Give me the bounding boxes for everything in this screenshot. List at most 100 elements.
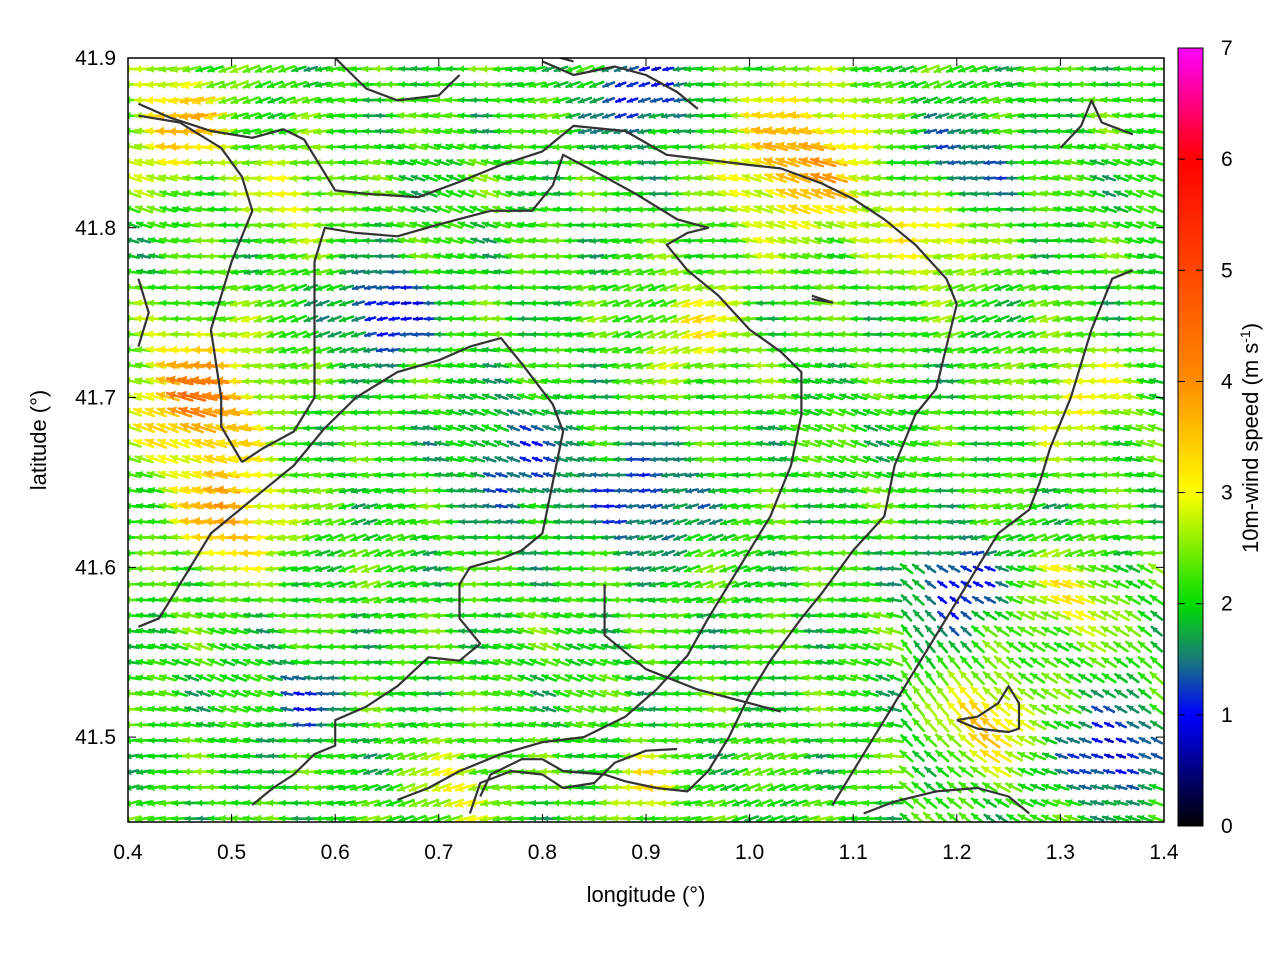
wind-vector (387, 347, 401, 354)
wind-vector (947, 144, 961, 151)
wind-vector (433, 721, 451, 729)
wind-vector (363, 768, 378, 776)
wind-vector (983, 175, 997, 182)
wind-vector (984, 565, 996, 572)
wind-vector (374, 783, 391, 791)
wind-vector (613, 534, 628, 541)
wind-vector (373, 737, 391, 745)
wind-vector (327, 331, 342, 338)
wind-vector (479, 815, 500, 822)
wind-vector (887, 581, 902, 588)
wind-vector (958, 128, 974, 135)
wind-vector (171, 705, 189, 713)
y-tick-label: 41.7 (75, 387, 116, 410)
wind-vector (624, 581, 641, 588)
wind-vector (349, 799, 368, 807)
wind-vector (957, 684, 975, 703)
wind-vector (718, 721, 738, 729)
wind-vector (614, 503, 628, 510)
wind-vector (128, 799, 141, 807)
wind-vector (935, 685, 949, 702)
wind-vector (444, 814, 464, 822)
wind-vector (934, 733, 950, 748)
wind-vector (638, 472, 651, 478)
wind-vector (575, 720, 595, 729)
wind-vector (517, 487, 534, 494)
wind-vector (506, 456, 521, 463)
wind-vector (1137, 610, 1153, 621)
wind-vector (351, 300, 366, 307)
wind-vector (1150, 752, 1164, 760)
wind-vector (924, 670, 937, 686)
wind-vector (431, 767, 453, 777)
wind-vector (1149, 720, 1164, 730)
wind-vector (128, 784, 140, 791)
wind-vector (660, 487, 676, 494)
wind-vector (602, 518, 616, 525)
wind-vector (305, 706, 317, 713)
wind-vector (443, 752, 465, 761)
wind-vector (494, 503, 509, 510)
wind-vector (1148, 283, 1164, 291)
wind-vector (147, 815, 165, 822)
wind-vector (504, 705, 523, 713)
wind-vector (1102, 689, 1117, 699)
wind-vector (924, 609, 937, 622)
wind-vector (422, 456, 438, 463)
wind-vector (412, 300, 424, 306)
wind-vector (862, 565, 879, 572)
wind-vector (923, 796, 938, 810)
wind-vector (1102, 705, 1116, 714)
wind-vector (958, 159, 974, 166)
wind-vector (398, 815, 415, 822)
wind-vector (946, 518, 962, 526)
wind-vector (742, 783, 761, 792)
wind-vector (1126, 704, 1140, 714)
wind-vector (960, 625, 972, 637)
wind-vector (1017, 813, 1034, 822)
wind-vector (1115, 721, 1128, 729)
wind-vector (350, 737, 367, 744)
wind-vector (626, 113, 639, 119)
wind-vector (778, 737, 797, 745)
wind-vector (408, 752, 428, 761)
wind-vector (970, 685, 987, 702)
wind-vector (184, 690, 199, 697)
wind-vector (984, 581, 996, 588)
wind-vector (1102, 768, 1116, 775)
wind-vector (612, 440, 629, 447)
wind-vector (1065, 672, 1082, 684)
wind-vector (218, 736, 237, 744)
wind-vector (1148, 783, 1164, 791)
wind-vector (636, 534, 653, 541)
wind-vector (386, 783, 403, 792)
wind-vector (420, 737, 440, 745)
wind-vector (588, 705, 606, 713)
wind-vector (412, 316, 424, 322)
wind-vector (432, 737, 452, 745)
wind-vector (887, 815, 903, 822)
wind-vector (614, 112, 627, 119)
wind-vector (982, 686, 998, 701)
wind-vector (662, 66, 675, 72)
wind-vector (1137, 594, 1153, 605)
wind-vector (134, 705, 154, 713)
wind-vector (182, 736, 202, 744)
wind-vector (670, 737, 690, 745)
wind-vector (375, 347, 389, 353)
wind-vector (293, 706, 305, 712)
wind-vector (1148, 487, 1164, 494)
wind-vector (483, 471, 497, 478)
wind-vector (1115, 753, 1127, 759)
wind-vector (385, 752, 404, 761)
wind-vector (1029, 814, 1046, 822)
wind-vector (900, 624, 913, 638)
wind-vector (636, 705, 653, 713)
wind-vector (376, 316, 388, 322)
wind-vector (825, 705, 845, 713)
wind-vector (506, 487, 521, 494)
wind-vector (1137, 625, 1153, 638)
wind-vector (718, 705, 738, 714)
wind-vector (397, 798, 415, 808)
